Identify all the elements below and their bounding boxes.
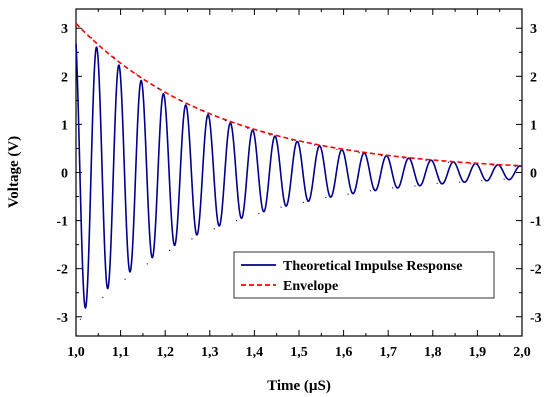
y-tick-label-right: -3 (530, 311, 542, 326)
data-point-peak (202, 110, 204, 112)
legend: Theoretical Impulse Response Envelope (233, 251, 495, 299)
data-point-trough (302, 201, 305, 203)
data-point-trough (146, 263, 148, 265)
x-tick-label: 1,2 (156, 345, 174, 360)
data-point-trough (392, 187, 394, 189)
y-tick-label-right: 0 (530, 167, 537, 182)
y-tick-label-left: -1 (56, 215, 68, 230)
y-tick-label-left: -3 (56, 311, 68, 326)
data-point-trough (325, 196, 327, 199)
x-axis-title: Time (µS) (267, 378, 331, 394)
data-point-trough (124, 278, 126, 280)
y-tick-label-left: 2 (61, 70, 68, 85)
x-tick-label: 1,3 (201, 345, 219, 360)
y-tick-label-left: 0 (61, 167, 68, 182)
data-point-trough (458, 181, 461, 183)
data-point-trough (191, 238, 193, 240)
legend-label-impulse-response: Theoretical Impulse Response (283, 259, 462, 274)
data-point-peak (247, 127, 249, 129)
x-tick-label: 1,5 (290, 345, 308, 360)
y-tick-label-left: -2 (56, 263, 68, 278)
data-point-peak (470, 163, 472, 165)
x-tick-label: 1,4 (246, 345, 264, 360)
data-point-peak (180, 99, 182, 101)
x-tick-label: 1,1 (112, 345, 130, 360)
x-tick-label: 1,7 (379, 345, 397, 360)
plot-area (75, 22, 523, 320)
tick-labels: 1,0 1,1 1,2 1,3 1,4 1,5 1,6 1,7 1,8 1,9 2,0 -3 -3 -2 -… (56, 22, 541, 360)
data-point-trough (436, 182, 438, 185)
legend-label-envelope: Envelope (283, 279, 338, 294)
data-point-peak (91, 37, 93, 39)
data-point-trough (258, 212, 260, 214)
data-point-trough (169, 249, 171, 252)
data-point-peak (514, 165, 516, 167)
data-point-trough (347, 193, 349, 195)
data-point-peak (380, 155, 383, 157)
x-tick-label: 1,6 (335, 345, 353, 360)
x-tick-label: 1,8 (424, 345, 442, 360)
data-point-trough (213, 228, 215, 230)
data-point-trough (369, 190, 371, 192)
data-point-trough (280, 206, 282, 208)
y-tick-label-right: 2 (530, 70, 537, 85)
y-tick-label-left: 3 (61, 22, 68, 37)
data-point-peak (403, 157, 405, 159)
y-tick-label-right: -1 (530, 215, 542, 230)
data-point-peak (157, 87, 160, 89)
data-point-peak (269, 134, 271, 136)
data-point-peak (358, 152, 360, 154)
data-point-trough (102, 296, 104, 299)
data-point-peak (135, 73, 137, 75)
data-point-trough (481, 180, 483, 182)
data-point-trough (79, 318, 82, 320)
data-point-trough (414, 185, 416, 187)
y-tick-label-right: -2 (530, 263, 542, 278)
data-point-peak (291, 139, 293, 141)
tick-marks (75, 9, 523, 336)
data-point-peak (314, 144, 316, 146)
y-tick-label-left: 1 (61, 118, 68, 133)
x-tick-label: 1,0 (67, 345, 85, 360)
x-tick-label: 2,0 (513, 345, 531, 360)
data-point-peak (447, 161, 450, 164)
y-tick-label-right: 1 (530, 118, 537, 133)
data-point-trough (503, 178, 505, 180)
series-line-impulse-response (75, 43, 523, 310)
y-tick-label-right: 3 (530, 22, 537, 37)
data-point-peak (336, 148, 338, 151)
data-point-peak (113, 56, 115, 58)
data-point-peak (425, 159, 427, 162)
x-tick-label: 1,9 (469, 345, 487, 360)
data-point-peak (224, 119, 227, 122)
data-point-peak (492, 164, 494, 166)
legend-box (233, 251, 495, 299)
y-axis-title: Voltage (V) (6, 136, 22, 208)
data-point-trough (235, 219, 238, 222)
